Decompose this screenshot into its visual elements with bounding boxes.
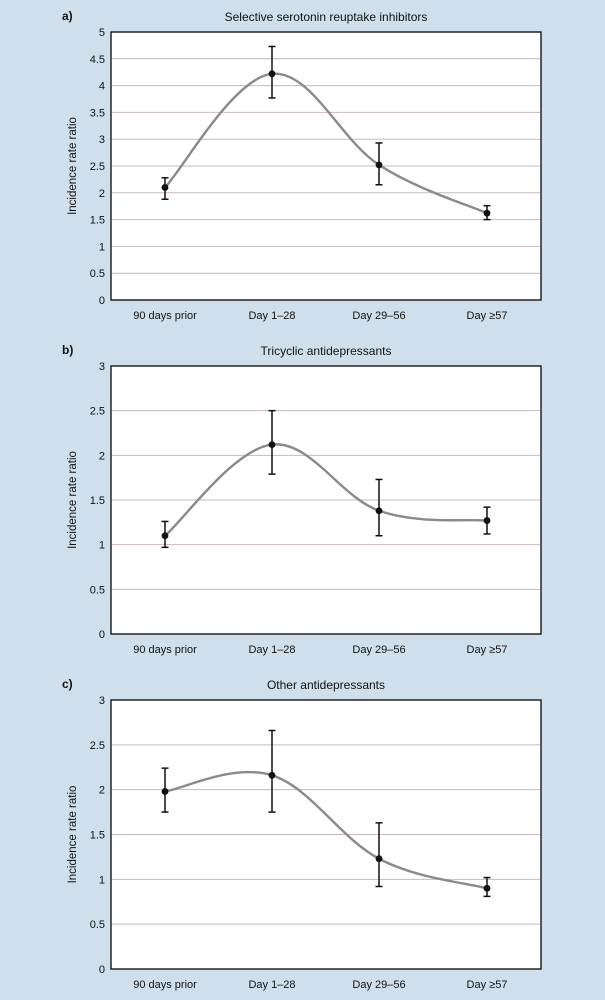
x-tick-label: 90 days prior [133,979,197,991]
y-tick-label: 0 [99,964,105,976]
x-tick-label: Day 29–56 [352,310,405,322]
plot-frame [110,31,542,301]
y-tick-label: 2 [99,450,105,462]
chart-title: Tricyclic antidepressants [261,344,392,358]
y-axis-label: Incidence rate ratio [67,117,79,215]
data-point [483,209,491,217]
y-tick-label: 1 [99,241,105,253]
y-tick-label: 0.5 [90,584,105,596]
chart-panel: c) Other antidepressants 0 0.5 1 1.5 2 2.5 3 Inci… [62,677,542,991]
x-tick-label: Day ≥57 [467,979,508,991]
y-axis-label: Incidence rate ratio [67,451,79,549]
chart-title: Other antidepressants [267,678,385,692]
y-tick-label: 0 [99,295,105,307]
data-point [268,441,276,449]
data-point [161,532,169,540]
x-tick-label: 90 days prior [133,644,197,656]
y-tick-label: 3 [99,695,105,707]
x-tick-label: Day 29–56 [352,644,405,656]
x-tick-label: Day 1–28 [248,979,295,991]
data-point [268,771,276,779]
series-curve [164,770,488,890]
plot-frame [110,365,542,635]
data-point [375,855,383,863]
chart-title: Selective serotonin reuptake inhibitors [225,10,428,24]
y-tick-label: 0.5 [90,919,105,931]
y-tick-label: 0 [99,629,105,641]
data-point [375,507,383,515]
data-point [375,161,383,169]
data-point [268,70,276,78]
series-curve [164,443,488,537]
y-tick-label: 3 [99,361,105,373]
x-tick-label: Day 29–56 [352,979,405,991]
x-tick-label: Day 1–28 [248,310,295,322]
plot-frame [110,699,542,970]
data-point [483,517,491,524]
y-tick-label: 3 [99,134,105,146]
panel-label: b) [62,343,73,357]
chart-panel: b) Tricyclic antidepressants 0 0.5 1 1.5 2 2.5 3… [62,343,542,656]
y-tick-label: 2.5 [90,406,105,418]
y-tick-label: 1.5 [90,215,105,227]
data-point [161,184,169,191]
y-tick-label: 1.5 [90,830,105,842]
y-tick-label: 3.5 [90,107,105,119]
data-point [483,884,491,892]
x-tick-label: Day ≥57 [467,644,508,656]
y-tick-label: 2 [99,188,105,200]
y-tick-label: 1.5 [90,495,105,507]
y-tick-label: 4.5 [90,54,105,66]
y-tick-label: 1 [99,540,105,552]
y-axis-label: Incidence rate ratio [67,786,79,884]
y-tick-label: 0.5 [90,268,105,280]
chart-panel: a) Selective serotonin reuptake inhibitor… [62,9,542,322]
data-point [161,788,169,795]
y-tick-label: 2.5 [90,740,105,752]
series-curve [164,72,488,215]
x-tick-label: 90 days prior [133,310,197,322]
y-tick-label: 1 [99,874,105,886]
panel-label: a) [62,9,73,23]
y-tick-label: 5 [99,27,105,39]
panel-label: c) [62,677,73,691]
y-tick-label: 2 [99,785,105,797]
x-tick-label: Day ≥57 [467,310,508,322]
x-tick-label: Day 1–28 [248,644,295,656]
y-tick-label: 4 [99,81,105,93]
y-tick-label: 2.5 [90,161,105,173]
